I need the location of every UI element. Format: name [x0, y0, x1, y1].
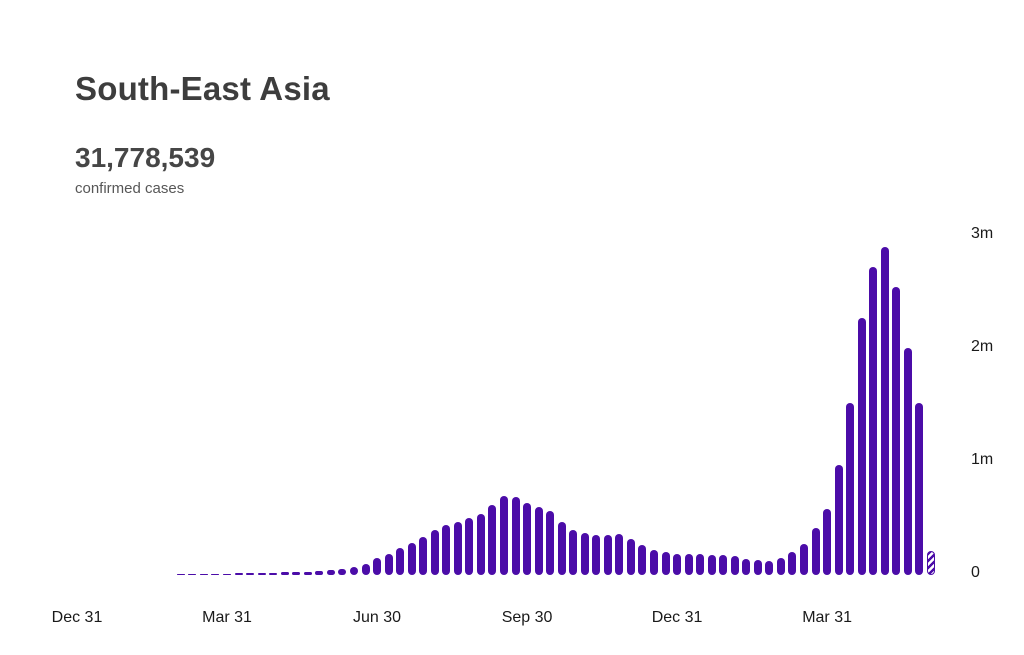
bar[interactable] [465, 518, 474, 575]
y-axis-label: 1m [971, 451, 994, 468]
bar[interactable] [315, 571, 324, 575]
bar[interactable] [534, 507, 543, 575]
bar[interactable] [234, 573, 243, 575]
bar[interactable] [650, 550, 658, 575]
bar[interactable] [246, 573, 255, 575]
bar[interactable] [373, 558, 382, 575]
bar[interactable] [811, 528, 820, 575]
bar[interactable] [488, 505, 497, 575]
page-title: South-East Asia [75, 70, 330, 107]
bar[interactable] [846, 403, 855, 575]
x-axis-label: Dec 31 [651, 609, 703, 626]
bar[interactable] [730, 556, 739, 575]
bar[interactable] [176, 574, 185, 575]
bar[interactable] [684, 554, 693, 575]
x-axis-label: Dec 31 [51, 609, 103, 626]
x-axis-label: Sep 30 [501, 609, 553, 626]
bar[interactable] [280, 572, 289, 575]
bar[interactable] [707, 555, 716, 575]
y-axis-label: 2m [971, 338, 994, 355]
bar[interactable] [349, 567, 358, 575]
bar[interactable] [442, 525, 451, 575]
bar[interactable] [776, 558, 785, 575]
bar[interactable] [880, 247, 889, 575]
confirmed-cases-label: confirmed cases [75, 180, 185, 197]
bar[interactable] [269, 573, 278, 575]
bar[interactable] [857, 318, 866, 575]
bar[interactable] [742, 559, 751, 575]
bar[interactable] [361, 564, 370, 575]
bar[interactable] [292, 572, 301, 575]
total-confirmed-cases-count: 31,778,539 [75, 142, 216, 173]
x-axis-label: Mar 31 [202, 609, 252, 626]
y-axis-label: 3m [971, 225, 994, 242]
bar[interactable] [592, 535, 601, 575]
bar[interactable] [661, 552, 670, 575]
bar[interactable] [569, 530, 578, 575]
bar[interactable] [626, 539, 635, 575]
x-axis-label: Mar 31 [802, 609, 852, 626]
bar[interactable] [800, 544, 809, 575]
bar[interactable] [257, 573, 266, 575]
bar[interactable] [719, 555, 728, 575]
bar[interactable] [823, 509, 832, 575]
bar[interactable] [765, 561, 774, 575]
bar[interactable] [638, 545, 647, 575]
bar[interactable] [396, 548, 405, 575]
bar[interactable] [453, 522, 462, 575]
bar[interactable] [580, 533, 589, 575]
bar[interactable] [476, 514, 485, 575]
bar-current-week-hatched[interactable] [926, 551, 935, 575]
bar[interactable] [338, 569, 347, 575]
bar[interactable] [430, 530, 439, 575]
bar[interactable] [546, 511, 555, 575]
bar[interactable] [326, 570, 335, 575]
bar[interactable] [915, 403, 924, 575]
bar[interactable] [419, 537, 428, 575]
bar[interactable] [499, 496, 508, 575]
bar[interactable] [211, 574, 220, 575]
bar[interactable] [903, 348, 912, 575]
bar[interactable] [696, 554, 705, 575]
bar[interactable] [788, 552, 797, 575]
bar[interactable] [407, 543, 416, 575]
bar[interactable] [869, 267, 878, 575]
bar[interactable] [834, 465, 843, 575]
bar[interactable] [753, 560, 762, 575]
bar[interactable] [511, 497, 520, 575]
bar[interactable] [892, 287, 901, 575]
bar[interactable] [603, 535, 612, 575]
bar[interactable] [523, 503, 532, 575]
bar[interactable] [223, 574, 232, 575]
bar[interactable] [303, 572, 312, 575]
x-axis-label: Jun 30 [353, 609, 402, 626]
y-axis-label: 0 [971, 564, 980, 581]
bar[interactable] [615, 534, 624, 575]
bar[interactable] [188, 574, 197, 575]
bar[interactable] [199, 574, 208, 575]
bar[interactable] [384, 554, 393, 575]
bar[interactable] [557, 522, 566, 575]
bar[interactable] [673, 554, 682, 575]
